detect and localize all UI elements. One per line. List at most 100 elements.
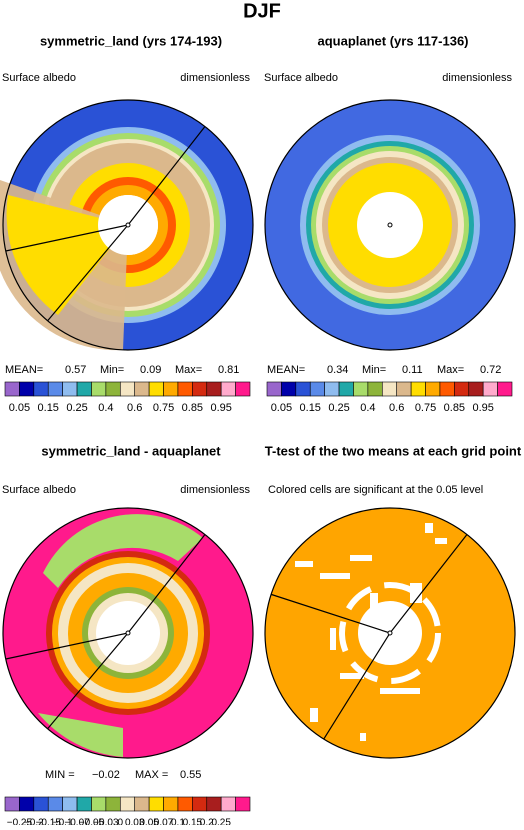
colorbar-swatch bbox=[353, 381, 369, 397]
pole bbox=[125, 222, 131, 228]
colorbar-swatch bbox=[192, 381, 208, 397]
panel-title: T-test of the two means at each grid poi… bbox=[265, 443, 522, 458]
colorbar-swatch bbox=[62, 796, 78, 812]
stat-text: 0.09 bbox=[140, 364, 161, 376]
colorbar-swatch bbox=[220, 381, 236, 397]
colorbar-label: 0.07 bbox=[154, 818, 174, 825]
colorbar-swatch bbox=[119, 796, 136, 812]
insignificant-ring bbox=[339, 582, 441, 684]
colorbar-swatch bbox=[497, 381, 513, 397]
map bbox=[2, 507, 254, 759]
units-label: dimensionless bbox=[442, 72, 512, 84]
colorbar-label: 0.75 bbox=[153, 402, 174, 414]
colorbar-label: 0 bbox=[118, 818, 124, 825]
colorbar-label: 0.6 bbox=[389, 402, 404, 414]
colorbar-swatch bbox=[468, 381, 484, 397]
colorbar-label: 0.95 bbox=[472, 402, 493, 414]
colorbar-label: 0.6 bbox=[127, 402, 142, 414]
colorbar-swatch bbox=[119, 381, 136, 397]
colorbar-label: 0.05 bbox=[271, 402, 292, 414]
stat-text: −0.02 bbox=[92, 769, 120, 781]
colorbar-label: 0.2 bbox=[200, 818, 214, 825]
colorbar-swatch bbox=[206, 796, 222, 812]
colorbar-swatch bbox=[134, 796, 150, 812]
land-boundary bbox=[47, 632, 129, 730]
panel-title: aquaplanet (yrs 117-136) bbox=[317, 33, 468, 48]
map-border bbox=[2, 99, 254, 351]
colorbar-swatch bbox=[324, 381, 340, 397]
colorbar-label: 0.05 bbox=[9, 402, 30, 414]
insignificant-cell bbox=[435, 538, 447, 544]
map-border bbox=[264, 99, 516, 351]
colorbar-label: 0.25 bbox=[211, 818, 231, 825]
colorbar-swatch bbox=[309, 381, 325, 397]
stat-text: MAX = bbox=[135, 769, 168, 781]
colorbar-label: 0.15 bbox=[38, 402, 59, 414]
colorbar-swatch bbox=[105, 381, 121, 397]
land-boundary bbox=[47, 224, 129, 322]
colorbar-swatch bbox=[19, 381, 35, 397]
colorbar-swatch bbox=[163, 381, 179, 397]
colorbar-swatch bbox=[206, 381, 222, 397]
pole bbox=[125, 630, 131, 636]
panel-title: symmetric_land - aquaplanet bbox=[41, 443, 221, 458]
land-boundary bbox=[270, 593, 391, 634]
colorbar-swatch bbox=[338, 381, 354, 397]
diff-sector bbox=[43, 514, 203, 588]
insignificant-cell bbox=[370, 593, 378, 618]
colorbar-swatch bbox=[177, 381, 193, 397]
colorbar-swatch bbox=[4, 796, 20, 812]
colorbar-swatch bbox=[281, 381, 297, 397]
colorbar-swatch bbox=[91, 381, 107, 397]
colorbar-swatch bbox=[425, 381, 441, 397]
colorbar-label: 0.15 bbox=[183, 818, 203, 825]
colorbar-label: 0.85 bbox=[182, 402, 203, 414]
colorbar-swatch bbox=[19, 796, 35, 812]
colorbar-swatch bbox=[410, 381, 426, 397]
colorbar-label: 0.85 bbox=[444, 402, 465, 414]
colorbar-swatch bbox=[76, 796, 92, 812]
colorbar-label: 0.03 bbox=[125, 818, 145, 825]
stat-text: Min= bbox=[362, 364, 386, 376]
colorbar-swatch bbox=[454, 381, 470, 397]
stat-text: 0.72 bbox=[480, 364, 501, 376]
colorbar-label: −0.25 bbox=[7, 818, 33, 825]
stat-text: 0.81 bbox=[218, 364, 239, 376]
colorbar-swatch bbox=[47, 381, 63, 397]
land-boundary bbox=[5, 224, 129, 252]
colorbar-swatch bbox=[62, 381, 78, 397]
colorbar-label: 0.25 bbox=[66, 402, 87, 414]
insignificant-cell bbox=[425, 523, 433, 533]
insignificant-cell bbox=[380, 688, 420, 694]
colorbar-swatch bbox=[163, 796, 179, 812]
colorbar-swatch bbox=[482, 381, 498, 397]
colorbar-label: −0.15 bbox=[36, 818, 62, 825]
colorbar-swatch bbox=[266, 381, 282, 397]
variable-label: Surface albedo bbox=[264, 72, 338, 84]
colorbar-swatch bbox=[439, 381, 455, 397]
colorbar-label: −0.05 bbox=[79, 818, 105, 825]
stat-text: Max= bbox=[437, 364, 464, 376]
colorbar-swatch bbox=[148, 796, 164, 812]
colorbar-swatch bbox=[4, 381, 20, 397]
colorbar-swatch bbox=[33, 381, 49, 397]
colorbar-label: 0.4 bbox=[360, 402, 375, 414]
map bbox=[264, 507, 516, 759]
insignificant-cell bbox=[360, 733, 366, 741]
stat-text: Max= bbox=[175, 364, 202, 376]
colorbar-swatch bbox=[134, 381, 150, 397]
variable-label: Surface albedo bbox=[2, 484, 76, 496]
panel-subtitle: Colored cells are significant at the 0.0… bbox=[268, 484, 483, 496]
colorbar-swatch bbox=[295, 381, 311, 397]
colorbar-label: 0.25 bbox=[328, 402, 349, 414]
pole bbox=[387, 222, 393, 228]
units-label: dimensionless bbox=[180, 484, 250, 496]
colorbar-swatch bbox=[177, 796, 193, 812]
insignificant-cell bbox=[295, 561, 313, 567]
land-sector bbox=[6, 195, 128, 315]
figure-title: DJF bbox=[243, 0, 281, 22]
map bbox=[264, 99, 516, 351]
map-border bbox=[2, 507, 254, 759]
colorbar-label: 0.4 bbox=[98, 402, 113, 414]
